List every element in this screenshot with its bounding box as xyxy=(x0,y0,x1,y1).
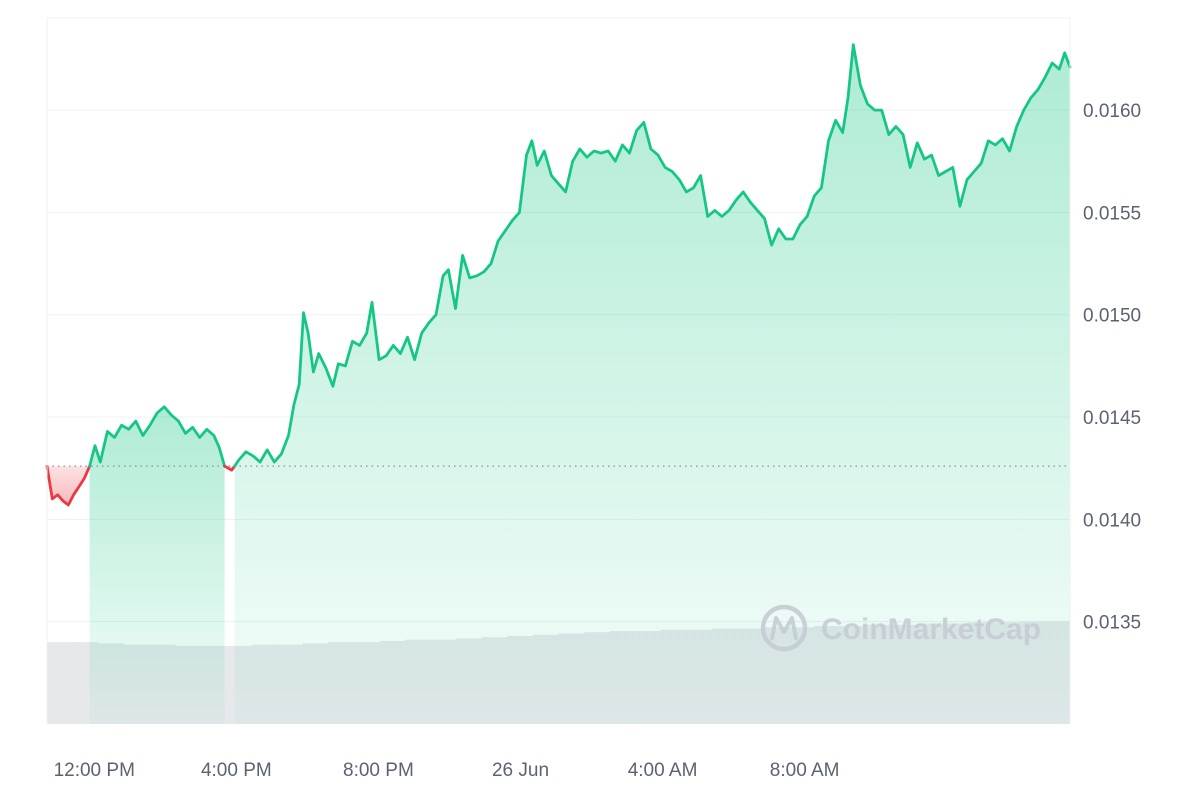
price-area-up xyxy=(89,406,225,724)
x-tick-label: 26 Jun xyxy=(492,760,549,781)
y-tick-label: 0.0145 xyxy=(1083,408,1141,429)
watermark: CoinMarketCap xyxy=(760,604,1041,652)
price-area xyxy=(47,44,1071,725)
y-tick-label: 0.0140 xyxy=(1083,510,1141,531)
price-area-up xyxy=(234,44,1071,725)
y-tick-label: 0.0150 xyxy=(1083,306,1141,327)
volume-bar xyxy=(47,642,74,724)
coinmarketcap-logo-icon xyxy=(760,604,808,652)
price-area-down xyxy=(47,466,90,505)
x-axis-labels: 12:00 PM 4:00 PM 8:00 PM 26 Jun 4:00 AM 8:00 … xyxy=(54,760,840,781)
price-line-up xyxy=(88,405,226,468)
price-line-down xyxy=(45,464,91,507)
y-tick-label: 0.0160 xyxy=(1083,101,1141,122)
x-tick-label: 8:00 PM xyxy=(343,760,414,781)
price-line-down xyxy=(223,464,236,472)
x-tick-label: 8:00 AM xyxy=(770,760,840,781)
x-tick-label: 4:00 AM xyxy=(628,760,698,781)
y-tick-label: 0.0155 xyxy=(1083,203,1141,224)
y-axis-labels: 0.0160 0.0155 0.0150 0.0145 0.0140 0.0135 xyxy=(1083,101,1141,634)
y-tick-label: 0.0135 xyxy=(1083,613,1141,634)
watermark-text: CoinMarketCap xyxy=(821,613,1041,646)
plot-frame xyxy=(46,17,1071,724)
price-line-up xyxy=(233,43,1072,468)
x-tick-label: 4:00 PM xyxy=(201,760,272,781)
x-tick-label: 12:00 PM xyxy=(54,760,135,781)
